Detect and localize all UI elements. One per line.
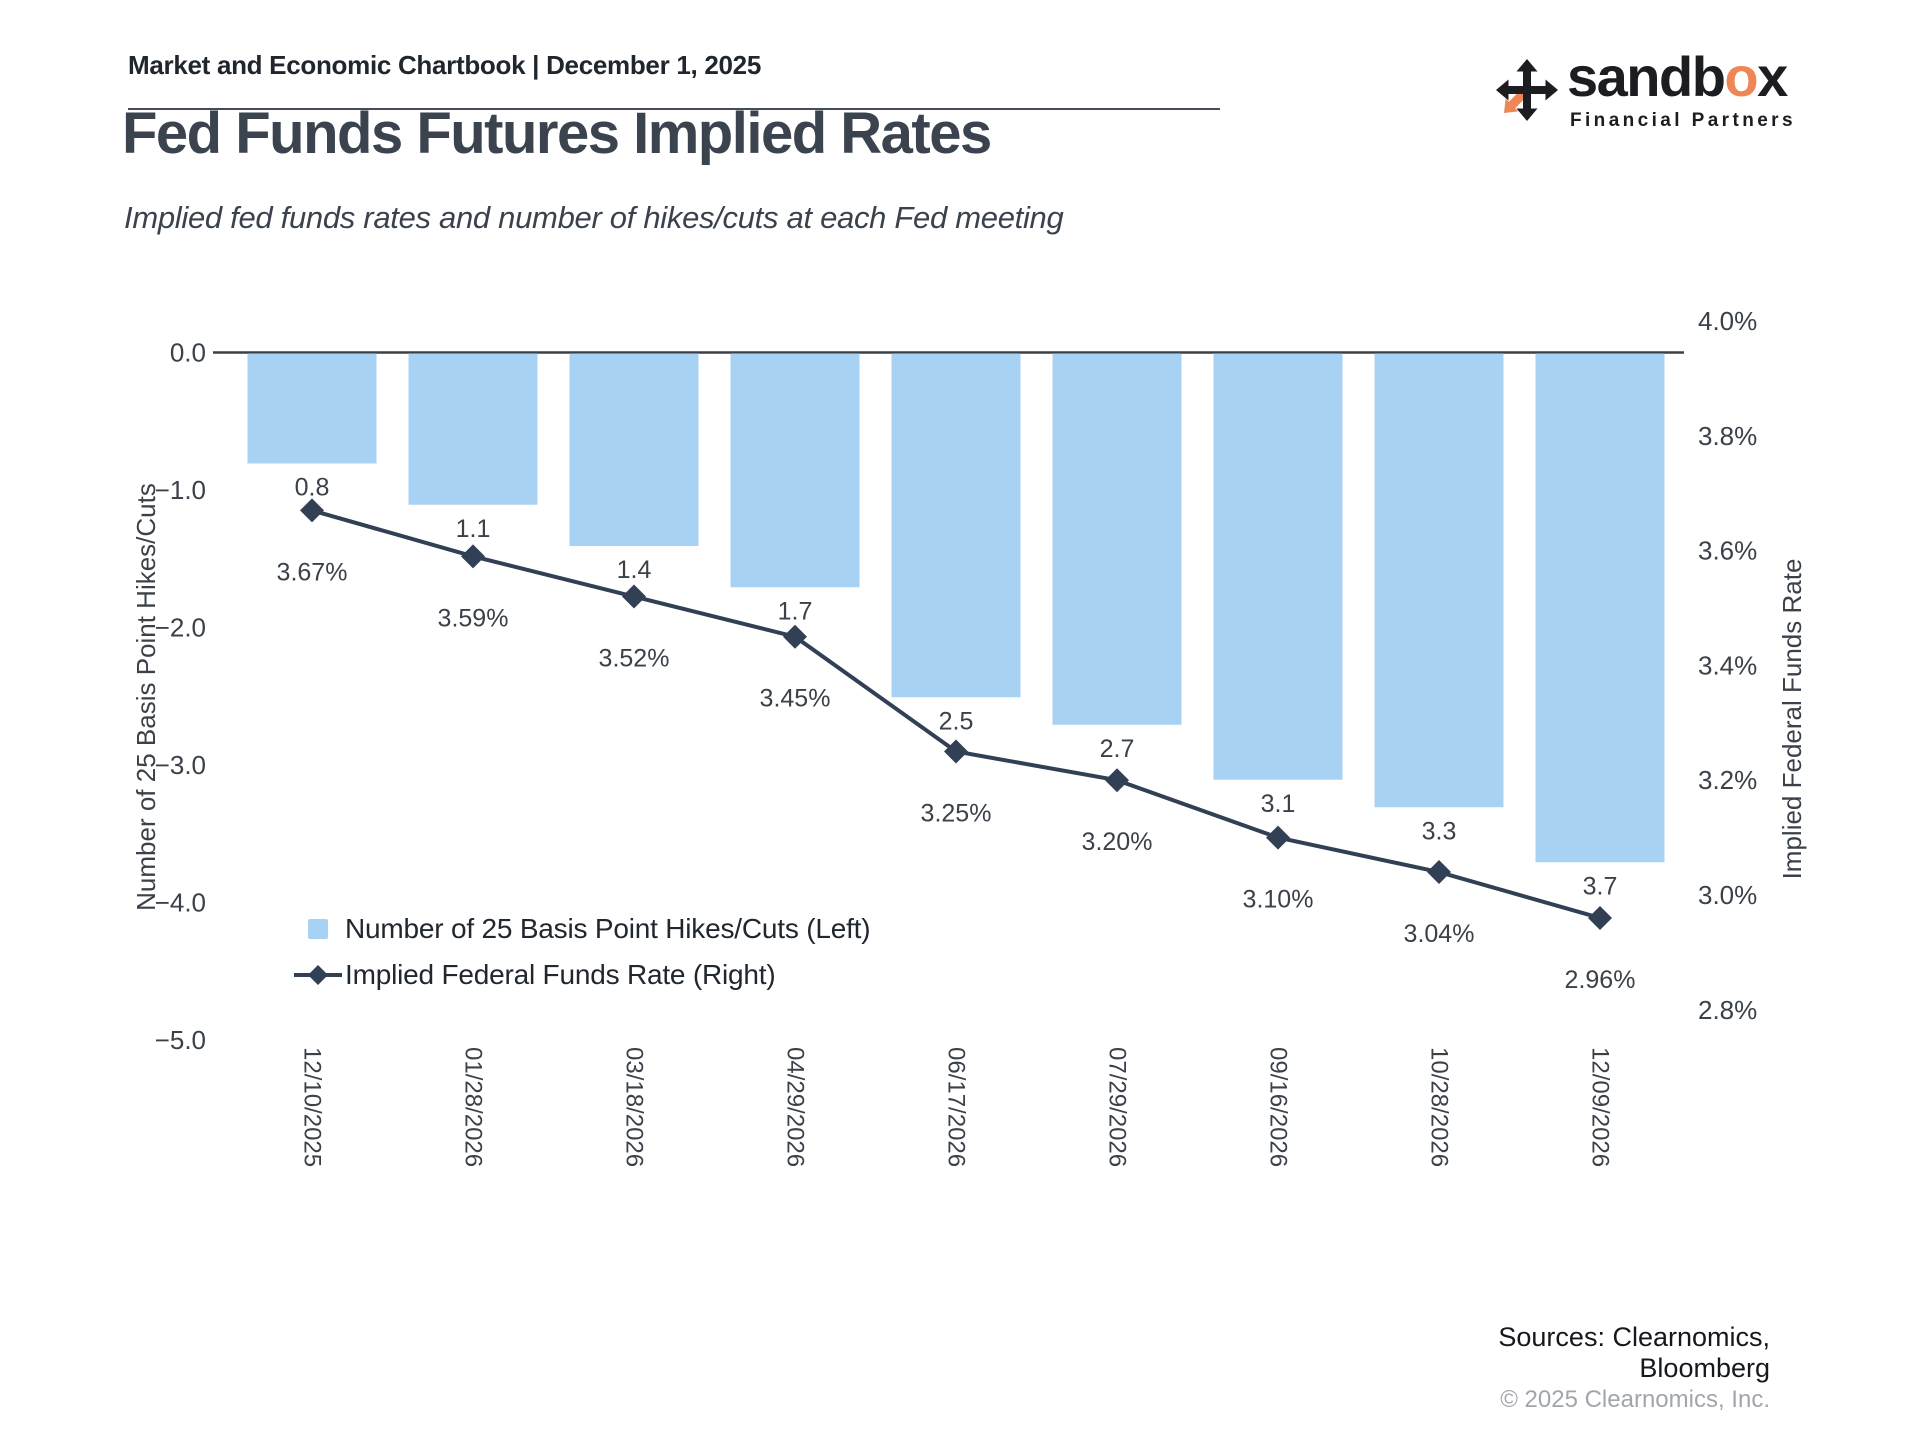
rate-value-label: 3.59%: [438, 604, 509, 632]
x-axis-date-label: 03/18/2026: [621, 1047, 648, 1167]
sources-line-2: Bloomberg: [1639, 1353, 1770, 1383]
bar-value-label: 3.1: [1261, 790, 1296, 818]
right-axis-tick-label: 3.0%: [1698, 880, 1757, 910]
bar-value-label: 0.8: [295, 474, 330, 502]
sources-block: Sources: Clearnomics, Bloomberg © 2025 C…: [1170, 1322, 1770, 1415]
x-axis-date-label: 09/16/2026: [1265, 1047, 1292, 1167]
bar: [408, 353, 538, 505]
page-title: Fed Funds Futures Implied Rates: [122, 101, 992, 166]
legend-label: Number of 25 Basis Point Hikes/Cuts (Lef…: [345, 913, 871, 944]
left-axis-tick-label: 0.0: [170, 338, 206, 368]
legend-label: Implied Federal Funds Rate (Right): [345, 959, 776, 990]
bar: [1535, 353, 1665, 863]
page-subtitle: Implied fed funds rates and number of hi…: [124, 200, 1064, 235]
brand-suffix: x: [1757, 45, 1788, 108]
left-axis-tick-label: −5.0: [155, 1025, 206, 1055]
sources-line-1: Sources: Clearnomics,: [1498, 1322, 1770, 1352]
legend-item-bars: Number of 25 Basis Point Hikes/Cuts (Lef…: [294, 906, 871, 952]
rate-value-label: 3.20%: [1082, 828, 1153, 856]
x-axis-date-label: 04/29/2026: [782, 1047, 809, 1167]
line-point-diamond: [461, 544, 485, 569]
rate-value-label: 3.67%: [277, 558, 348, 586]
brand-wordmark: sandbox: [1567, 44, 1788, 109]
chart-legend: Number of 25 Basis Point Hikes/Cuts (Lef…: [294, 906, 871, 998]
bar: [730, 353, 860, 588]
right-axis-title: Implied Federal Funds Rate: [1777, 559, 1807, 880]
line-point-diamond: [1105, 768, 1129, 793]
line-point-diamond: [1427, 860, 1451, 885]
bar-value-label: 1.7: [778, 597, 813, 625]
x-axis-date-label: 12/09/2026: [1587, 1047, 1614, 1167]
bar: [569, 353, 699, 546]
legend-item-line: Implied Federal Funds Rate (Right): [294, 952, 870, 998]
bar-value-label: 3.3: [1422, 817, 1457, 845]
rate-value-label: 2.96%: [1565, 966, 1636, 994]
left-axis-tick-label: −4.0: [155, 888, 206, 918]
brand-logo: sandbox Financial Partners: [1495, 45, 1796, 142]
move-arrows-logo-icon: [1496, 59, 1558, 121]
x-axis-date-label: 12/10/2025: [299, 1047, 326, 1167]
left-axis-title: Number of 25 Basis Point Hikes/Cuts: [131, 483, 161, 911]
rate-value-label: 3.45%: [760, 685, 831, 713]
line-point-diamond: [1266, 825, 1290, 850]
bar: [891, 353, 1021, 698]
header-divider: [128, 108, 1220, 110]
right-axis-tick-label: 3.2%: [1698, 765, 1757, 795]
brand-tagline: Financial Partners: [1570, 110, 1796, 131]
right-axis-tick-label: 3.8%: [1698, 421, 1757, 451]
bar-value-label: 1.1: [456, 515, 491, 543]
rate-value-label: 3.52%: [599, 645, 670, 673]
brand-prefix: sandb: [1567, 45, 1726, 108]
bar-value-label: 2.5: [939, 707, 974, 735]
brand-o: o: [1724, 45, 1758, 108]
line-point-diamond: [622, 584, 646, 609]
x-axis-date-label: 01/28/2026: [460, 1047, 487, 1167]
right-axis-tick-label: 4.0%: [1698, 306, 1757, 336]
copyright-note: © 2025 Clearnomics, Inc.: [1500, 1386, 1770, 1413]
bar: [247, 353, 377, 464]
left-axis-tick-label: −3.0: [155, 750, 206, 780]
right-axis-tick-label: 3.6%: [1698, 536, 1757, 566]
rate-value-label: 3.04%: [1404, 920, 1475, 948]
x-axis-date-label: 06/17/2026: [943, 1047, 970, 1167]
line-point-diamond: [944, 739, 968, 764]
bar-value-label: 2.7: [1100, 735, 1135, 763]
bar-swatch-icon: [308, 919, 328, 939]
right-axis-tick-label: 3.4%: [1698, 650, 1757, 680]
left-axis-tick-label: −2.0: [155, 613, 206, 643]
line-point-diamond: [300, 498, 324, 523]
left-axis-tick-label: −1.0: [155, 475, 206, 505]
line-diamond-icon: [294, 965, 342, 985]
rate-value-label: 3.10%: [1243, 886, 1314, 914]
bar: [1213, 353, 1343, 780]
rate-value-label: 3.25%: [921, 800, 992, 828]
chartbook-header: Market and Economic Chartbook | December…: [128, 50, 761, 80]
right-axis-tick-label: 2.8%: [1698, 995, 1757, 1025]
bar-value-label: 3.7: [1583, 872, 1618, 900]
line-point-diamond: [1588, 905, 1612, 930]
bar-value-label: 1.4: [617, 556, 652, 584]
bar: [1052, 353, 1182, 725]
x-axis-date-label: 10/28/2026: [1426, 1047, 1453, 1167]
x-axis-date-label: 07/29/2026: [1104, 1047, 1131, 1167]
bar: [1374, 353, 1504, 808]
line-point-diamond: [783, 624, 807, 649]
